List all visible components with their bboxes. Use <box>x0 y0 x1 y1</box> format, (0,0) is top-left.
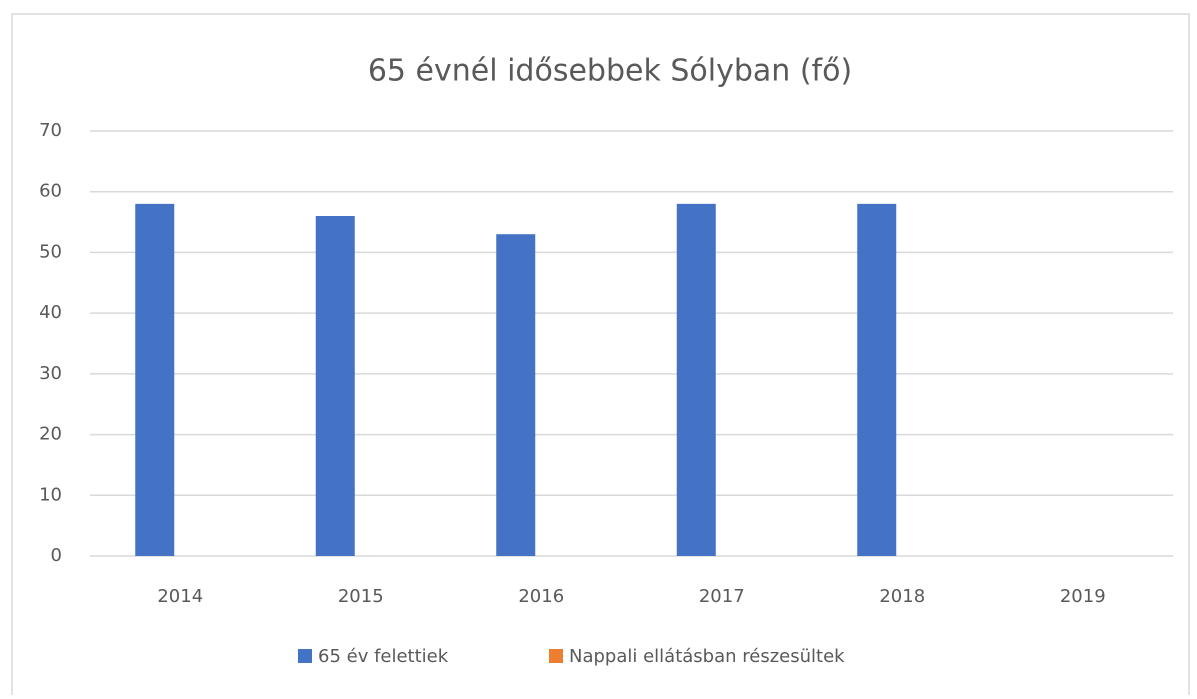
y-tick-label: 60 <box>39 181 62 202</box>
x-tick-label: 2016 <box>518 586 564 607</box>
bar <box>135 203 175 556</box>
bar <box>496 234 536 556</box>
y-tick-label: 50 <box>39 241 62 262</box>
y-tick-label: 0 <box>51 545 62 566</box>
bar <box>857 203 897 556</box>
x-tick-label: 2014 <box>157 586 203 607</box>
bar <box>315 216 355 556</box>
x-tick-label: 2018 <box>879 586 925 607</box>
x-tick-label: 2019 <box>1060 586 1106 607</box>
x-tick-label: 2015 <box>338 586 384 607</box>
chart-title: 65 évnél idősebbek Sólyban (fő) <box>368 54 852 89</box>
chart-frame <box>11 13 1190 699</box>
y-tick-label: 70 <box>39 120 62 141</box>
legend-label: 65 év felettiek <box>318 646 449 667</box>
bar <box>676 203 716 556</box>
y-tick-label: 20 <box>39 424 62 445</box>
y-tick-label: 40 <box>39 302 62 323</box>
y-tick-label: 10 <box>39 484 62 505</box>
legend-label: Nappali ellátásban részesültek <box>569 646 845 667</box>
legend-swatch <box>298 649 312 663</box>
y-tick-label: 30 <box>39 363 62 384</box>
x-tick-label: 2017 <box>699 586 745 607</box>
legend-swatch <box>549 649 563 663</box>
